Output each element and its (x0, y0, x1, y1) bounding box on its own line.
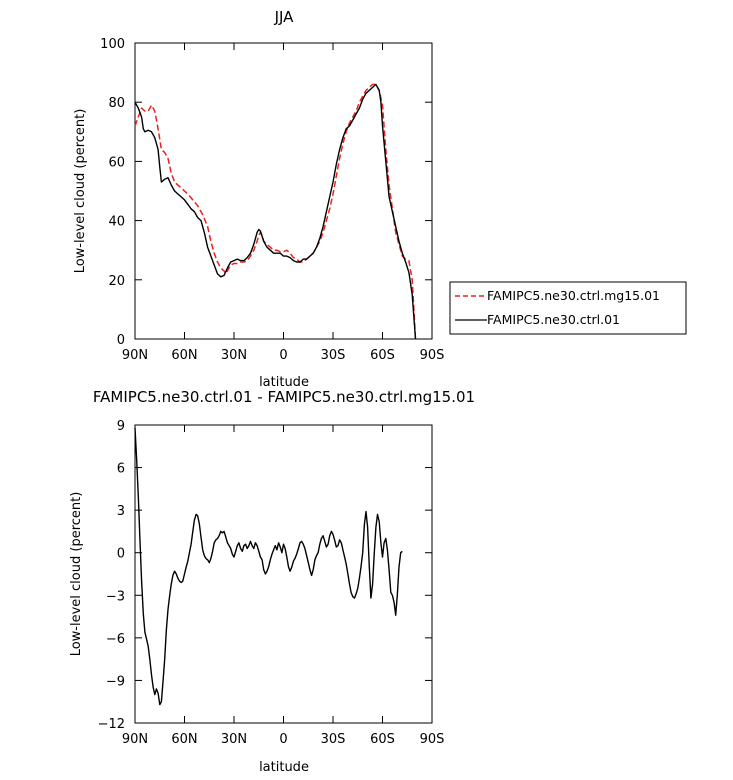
top-y-tick-label: 0 (117, 333, 125, 348)
bottom-chart-title: FAMIPC5.ne30.ctrl.01 - FAMIPC5.ne30.ctrl… (93, 388, 475, 406)
top-y-tick-label: 80 (108, 96, 125, 111)
bottom-x-tick-label: 90S (420, 732, 445, 747)
bottom-y-tick-label: −9 (106, 674, 125, 689)
bottom-y-tick-label: 9 (117, 419, 125, 434)
bottom-y-tick-label: −12 (98, 717, 125, 732)
top-x-tick-label: 60N (171, 348, 197, 363)
bottom-x-tick-label: 60S (370, 732, 395, 747)
top-plot-frame (134, 42, 433, 340)
top-y-tick-label: 60 (108, 155, 125, 170)
top-x-tick-label: 60S (370, 348, 395, 363)
bottom-plot-frame (134, 424, 433, 724)
top-x-axis-label: latitude (259, 375, 309, 390)
top-y-axis-label: Low-level cloud (percent) (73, 109, 88, 274)
top-series-lines (134, 83, 417, 340)
legend: FAMIPC5.ne30.ctrl.mg15.01 FAMIPC5.ne30.c… (449, 281, 687, 335)
bottom-series-line-0 (134, 427, 403, 706)
top-chart-title: JJA (274, 8, 295, 26)
top-axis-ticks: 90N 60N 30N 0 30S 60S 90S 0 20 40 60 80 100 (100, 37, 444, 363)
bottom-y-tick-label: 6 (117, 462, 125, 477)
bottom-y-tick-label: −6 (106, 632, 125, 647)
top-y-tick-label: 100 (100, 37, 125, 52)
bottom-x-tick-label: 30N (221, 732, 247, 747)
bottom-y-axis-label: Low-level cloud (percent) (69, 492, 84, 657)
top-x-tick-label: 30S (321, 348, 346, 363)
top-y-tick-label: 20 (108, 274, 125, 289)
bottom-x-tick-label: 60N (171, 732, 197, 747)
bottom-axis-ticks: 90N 60N 30N 0 30S 60S 90S −12 −9 −6 −3 0 3 6 9 (98, 419, 445, 747)
panel-top: JJA 90N 60N 30N 0 30S 60S 90S 0 20 40 60 80 100 lati… (73, 8, 444, 390)
bottom-x-tick-label: 30S (321, 732, 346, 747)
legend-label-mg15: FAMIPC5.ne30.ctrl.mg15.01 (487, 288, 660, 303)
legend-label-ctrl: FAMIPC5.ne30.ctrl.01 (487, 312, 620, 327)
bottom-x-tick-label: 90N (122, 732, 148, 747)
panel-bottom: FAMIPC5.ne30.ctrl.01 - FAMIPC5.ne30.ctrl… (69, 388, 475, 775)
bottom-y-tick-label: −3 (106, 589, 125, 604)
top-x-tick-label: 0 (279, 348, 287, 363)
top-x-tick-label: 30N (221, 348, 247, 363)
bottom-x-tick-label: 0 (279, 732, 287, 747)
bottom-series-lines (134, 427, 403, 706)
top-x-tick-label: 90S (420, 348, 445, 363)
top-y-tick-label: 40 (108, 215, 125, 230)
legend-box (449, 281, 687, 335)
top-series-line-0 (134, 83, 417, 340)
top-series-line-1 (134, 83, 417, 340)
bottom-y-tick-label: 0 (117, 547, 125, 562)
bottom-y-tick-label: 3 (117, 504, 125, 519)
bottom-x-axis-label: latitude (259, 760, 309, 775)
top-x-tick-label: 90N (122, 348, 148, 363)
